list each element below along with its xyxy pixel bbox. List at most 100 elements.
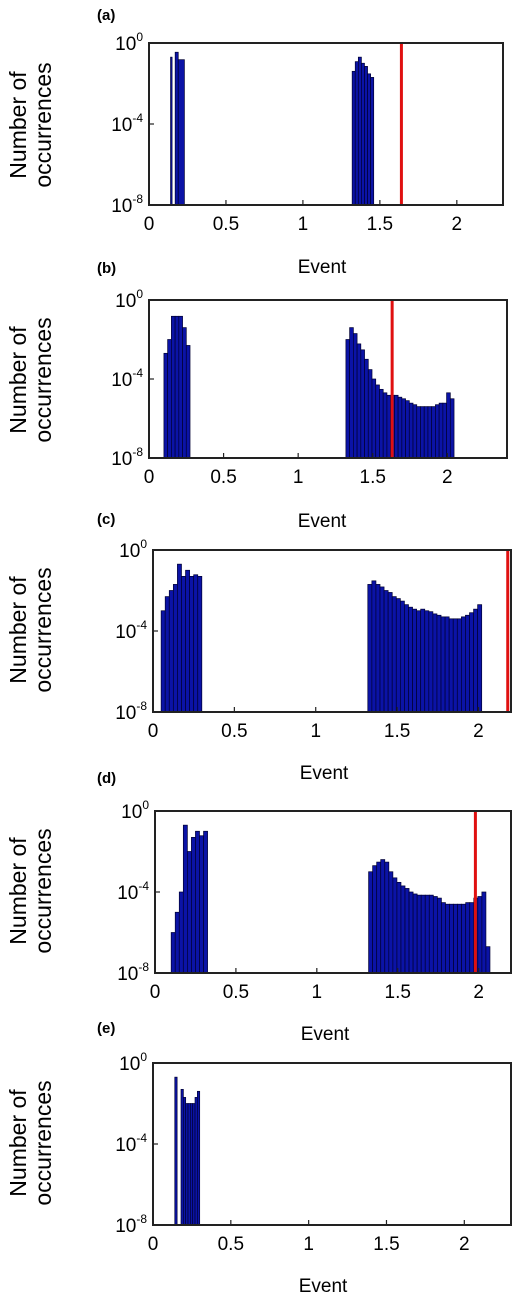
histogram-bar xyxy=(449,903,454,974)
histogram-bar xyxy=(432,896,438,974)
histogram-bar xyxy=(194,1097,198,1226)
histogram-bar xyxy=(185,345,191,459)
panel-c: (c) 0 0.5 1 1.5 2 100 10-4 10-8 Number ofoccurren… xyxy=(5,511,512,784)
histogram-bar xyxy=(174,911,180,974)
histogram-bar xyxy=(404,604,409,713)
histogram-bar xyxy=(461,903,467,974)
histogram-bar xyxy=(420,406,425,459)
y-tick-label: 100 xyxy=(121,798,149,823)
histogram-bar xyxy=(349,327,354,459)
y-tick-label: 10-4 xyxy=(111,111,143,136)
histogram-bar xyxy=(431,406,436,459)
histogram-bar xyxy=(465,902,471,974)
histogram-bar xyxy=(187,851,192,974)
histogram-bar xyxy=(465,614,470,713)
histogram-bar xyxy=(199,835,204,974)
histogram-bar xyxy=(387,592,393,713)
histogram-bar xyxy=(183,1097,187,1226)
histogram-bar xyxy=(436,614,442,713)
histogram-bar xyxy=(427,406,433,459)
histogram-bar xyxy=(375,384,380,459)
histogram-bar xyxy=(371,378,377,459)
histogram-bar xyxy=(197,575,203,713)
histogram-bar xyxy=(386,394,392,459)
histogram-bar xyxy=(177,563,182,713)
histogram-bar xyxy=(195,830,200,974)
histogram-bar xyxy=(351,70,356,206)
histogram-bar xyxy=(453,903,458,974)
histogram-bar xyxy=(441,902,446,974)
histogram-bar xyxy=(170,56,173,206)
x-tick-label: 0.5 xyxy=(221,721,247,742)
histogram-bar xyxy=(379,388,384,459)
histogram-bar xyxy=(192,1103,196,1226)
histogram-bar xyxy=(394,394,399,459)
histogram-bar xyxy=(372,865,378,974)
histogram-bar xyxy=(187,1103,191,1226)
x-tick-label: 1 xyxy=(310,721,321,742)
histogram-bar xyxy=(412,893,418,974)
x-tick-label: 0 xyxy=(144,214,155,235)
histogram-bars xyxy=(170,824,491,974)
histogram-bar xyxy=(160,610,166,713)
x-axis-label: Event xyxy=(298,511,347,532)
histogram-bars xyxy=(163,315,455,459)
histogram-bar xyxy=(203,830,208,974)
axes-box xyxy=(148,42,504,206)
histogram-bar xyxy=(193,574,199,713)
x-axis-label: Event xyxy=(298,257,347,278)
panel-label: (b) xyxy=(97,260,116,277)
histogram-bar xyxy=(379,586,385,713)
histogram-bar xyxy=(448,618,454,713)
histogram-bar xyxy=(177,59,185,206)
histogram-bar xyxy=(449,398,455,459)
histogram-bar xyxy=(356,343,362,459)
histogram-bar xyxy=(442,402,447,459)
x-tick-label: 2 xyxy=(452,214,463,235)
histogram-bar xyxy=(392,877,398,974)
histogram-bar xyxy=(400,885,406,974)
histogram-bar xyxy=(178,315,183,459)
histogram-bar xyxy=(440,616,446,713)
histogram-bar xyxy=(445,903,450,974)
histogram-bar xyxy=(189,575,195,713)
y-tick-label: 10-8 xyxy=(111,445,143,470)
y-tick-label: 10-4 xyxy=(111,366,143,391)
histogram-bar xyxy=(485,946,491,974)
histogram-bar xyxy=(437,897,442,974)
histogram-bar xyxy=(416,610,422,713)
histogram-bar xyxy=(469,902,475,974)
histogram-bar xyxy=(364,66,368,206)
histogram-bar xyxy=(477,604,483,713)
y-axis-label: Number ofoccurrences xyxy=(5,62,56,187)
x-tick-label: 0.5 xyxy=(218,1234,244,1255)
histogram-bar xyxy=(172,584,178,713)
y-tick-label: 10-8 xyxy=(117,960,149,985)
histogram-bar xyxy=(197,1090,201,1226)
x-axis-label: Event xyxy=(300,763,349,784)
histogram-bar xyxy=(420,608,426,713)
x-tick-label: 1 xyxy=(303,1234,314,1255)
x-tick-label: 1 xyxy=(293,467,304,488)
histogram-bar xyxy=(353,333,358,459)
histogram-bar xyxy=(408,606,413,713)
histogram-bar xyxy=(167,339,172,459)
y-tick-label: 10-4 xyxy=(115,1131,147,1156)
y-tick-label: 10-4 xyxy=(115,618,147,643)
histogram-bar xyxy=(401,398,406,459)
y-tick-label: 100 xyxy=(119,1050,147,1075)
histogram-bar xyxy=(382,392,388,459)
histogram-bar xyxy=(361,62,365,206)
axes-box xyxy=(152,1062,512,1226)
histogram-bar xyxy=(435,404,440,459)
histogram-bar xyxy=(174,51,179,206)
y-tick-label: 10-8 xyxy=(115,1212,147,1237)
x-tick-label: 0 xyxy=(148,721,159,742)
panel-a: (a) 0 0.5 1 1.5 2 100 10-4 10-8 Number ofoccurren… xyxy=(5,7,504,278)
panel-label: (c) xyxy=(97,511,115,528)
histogram-bar xyxy=(380,859,386,974)
histogram-bar xyxy=(371,580,377,713)
histogram-bar xyxy=(383,590,389,713)
histogram-bar xyxy=(178,891,184,974)
y-tick-label: 100 xyxy=(115,287,143,312)
